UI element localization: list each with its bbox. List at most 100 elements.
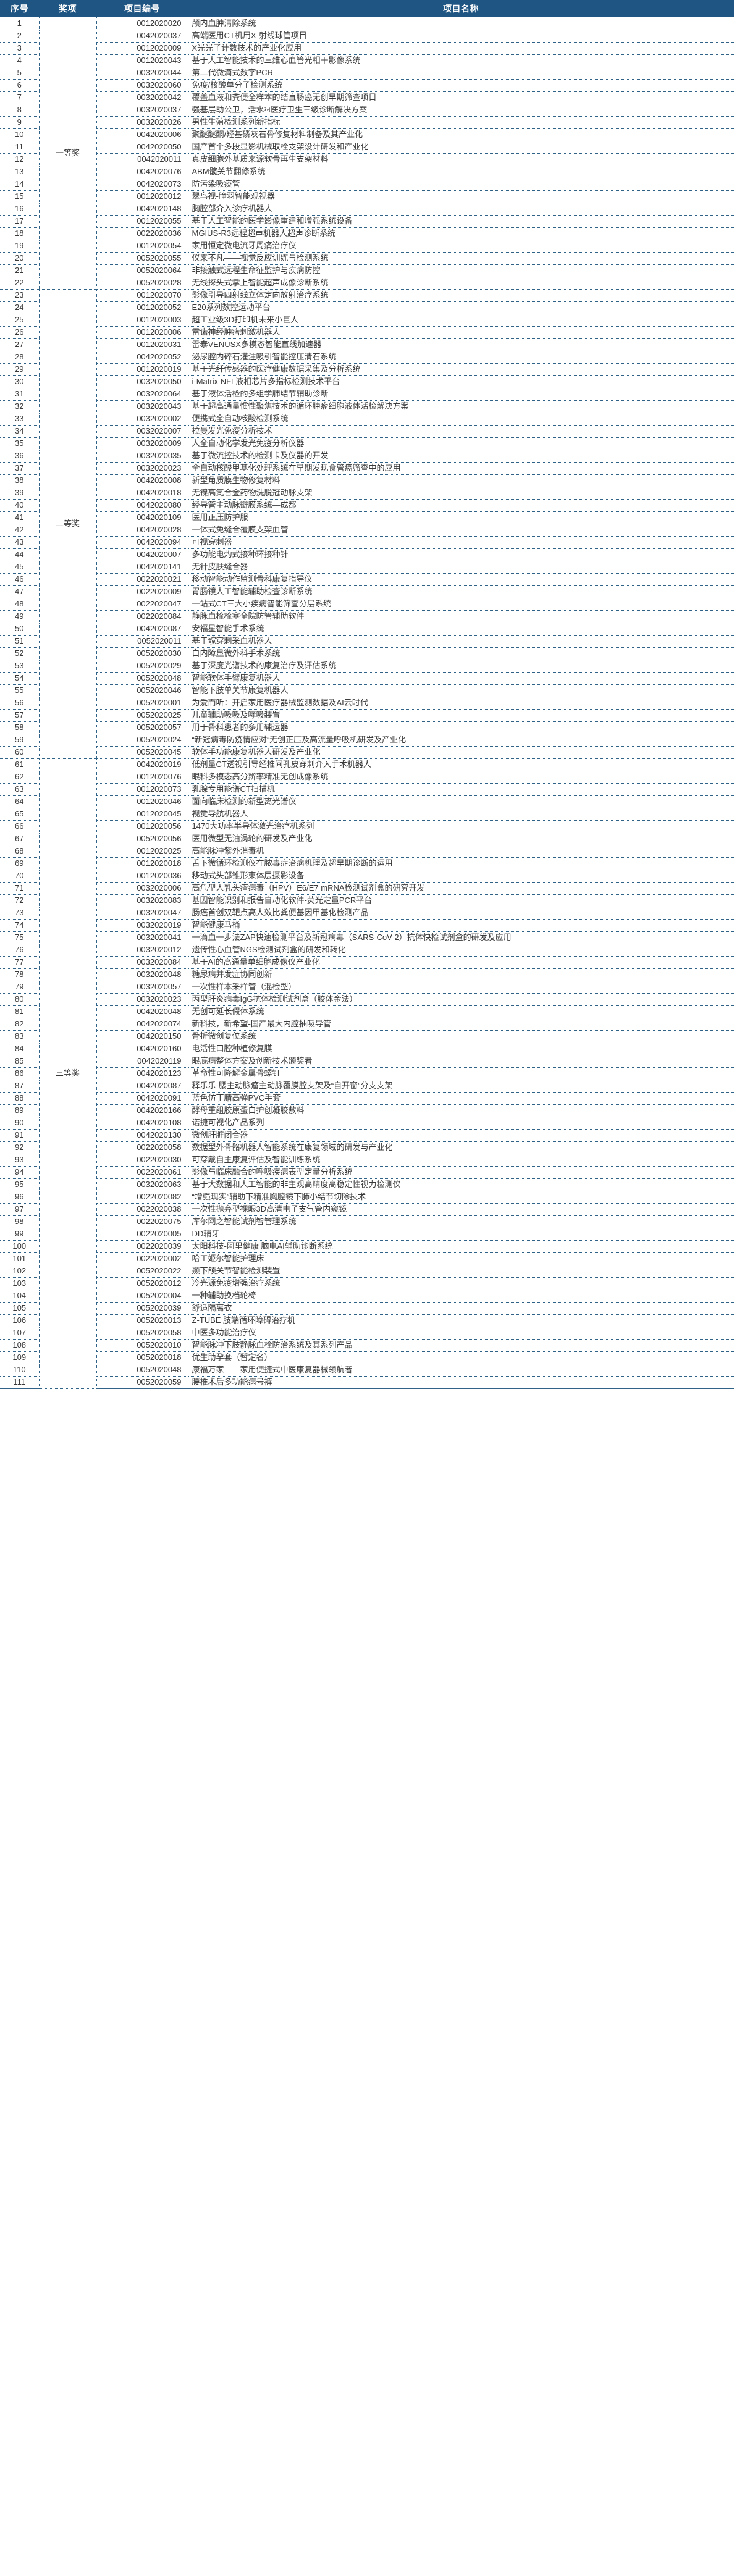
cell-project-code: 0042020050 [96,141,188,154]
cell-project-code: 0042020019 [96,758,188,771]
cell-project-code: 0052020030 [96,647,188,660]
table-row: 2 0042020037 高端医用CT机用X-射线球管项目 [0,30,734,43]
cell-project-code: 0022020075 [96,1215,188,1228]
table-row: 101 0022020002 哈工姬尔智能护理床 [0,1252,734,1265]
table-row: 4 0012020043 基于人工智能技术的三维心血管光相干影像系统 [0,54,734,67]
table-row: 33 0032020002 便携式全自动核酸检测系统 [0,413,734,426]
cell-sequence: 100 [0,1240,40,1253]
cell-sequence: 15 [0,190,40,203]
cell-sequence: 33 [0,413,40,426]
cell-project-name: 影像与临床融合的呼吸疾病表型定量分析系统 [188,1166,734,1179]
table-row: 98 0022020075 库尔网之智能试剂智管理系统 [0,1215,734,1228]
cell-project-name: 革命性可降解金属骨螺钉 [188,1067,734,1080]
cell-project-code: 0012020009 [96,42,188,55]
cell-project-name: 一次性样本采样管（混检型） [188,981,734,994]
table-row: 80 0032020023 丙型肝炎病毒IgG抗体检测试剂盒（胶体金法） [0,993,734,1006]
table-row: 105 0052020039 舒适隔离衣 [0,1302,734,1315]
table-row: 84 0042020160 电活性口腔种植修复膜 [0,1043,734,1055]
cell-project-name: 高危型人乳头瘤病毒（HPV）E6/E7 mRNA检测试剂盒的研究开发 [188,882,734,895]
cell-project-name: 家用恒定微电流牙周痛治疗仪 [188,240,734,253]
cell-project-code: 0042020087 [96,623,188,636]
cell-project-name: 基于液体活检的多组学肺结节辅助诊断 [188,388,734,401]
table-body: 1 一等奖 0012020020 颅内血肿清除系统 2 0042020037 高端医用CT机… [0,17,734,1389]
table-row: 26 0012020006 雷诺神经肿瘤刺激机器人 [0,326,734,339]
table-row: 94 0022020061 影像与临床融合的呼吸疾病表型定量分析系统 [0,1166,734,1179]
cell-sequence: 84 [0,1043,40,1055]
cell-project-name: 库尔网之智能试剂智管理系统 [188,1215,734,1228]
cell-project-name: 新型角质膜生物修复材料 [188,474,734,487]
cell-project-name: 电活性口腔种植修复膜 [188,1043,734,1055]
cell-sequence: 99 [0,1228,40,1241]
cell-project-code: 0042020073 [96,178,188,191]
cell-sequence: 93 [0,1154,40,1167]
cell-sequence: 4 [0,54,40,67]
cell-project-code: 0032020019 [96,919,188,932]
cell-project-name: 舌下微循环检测仪在脓毒症治病机理及超早期诊断的运用 [188,857,734,870]
cell-project-code: 0022020084 [96,610,188,623]
table-row: 100 0022020039 太阳科技-阿里健康 脑电AI辅助诊断系统 [0,1240,734,1253]
table-row: 60 0052020045 软体手功能康复机器人研发及产业化 [0,746,734,759]
table-row: 31 0032020064 基于液体活检的多组学肺结节辅助诊断 [0,388,734,401]
table-row: 64 0012020046 面向临床检测的新型离光谱仪 [0,795,734,808]
cell-project-name: 泌尿腔内碎石灌注吸引智能控压清石系统 [188,351,734,364]
cell-project-code: 0012020020 [96,17,188,30]
cell-project-code: 0042020048 [96,1005,188,1018]
cell-project-name: “新冠病毒防疫情应对”无创正压及高流量呼吸机研发及产业化 [188,734,734,747]
cell-sequence: 109 [0,1351,40,1364]
table-row: 108 0052020010 智能脉冲下肢静脉血栓防治系统及其系列产品 [0,1339,734,1352]
cell-sequence: 55 [0,684,40,697]
cell-project-code: 0042020091 [96,1092,188,1105]
cell-sequence: 63 [0,783,40,796]
cell-sequence: 72 [0,894,40,907]
cell-project-name: 超工业级3D打印机未来小巨人 [188,314,734,327]
table-row: 38 0042020008 新型角质膜生物修复材料 [0,474,734,487]
cell-sequence: 17 [0,215,40,228]
cell-sequence: 104 [0,1290,40,1303]
table-row: 1 一等奖 0012020020 颅内血肿清除系统 [0,17,734,290]
cell-project-code: 0042020074 [96,1018,188,1031]
cell-project-code: 0022020030 [96,1154,188,1167]
cell-project-name: 基于髋穿刺采血机器人 [188,635,734,648]
cell-project-name: 软体手功能康复机器人研发及产业化 [188,746,734,759]
cell-project-name: 基于深度光谱技术的康复治疗及评估系统 [188,660,734,673]
cell-project-code: 0042020087 [96,1080,188,1093]
cell-project-name: 非接触式远程生命征监护与疾病防控 [188,264,734,277]
cell-sequence: 76 [0,944,40,957]
table-row: 42 0042020028 一体式免缝合覆膜支架血管 [0,524,734,537]
table-row: 75 0032020041 一滴血一步法ZAP快速检测平台及新冠病毒（SARS-Co… [0,931,734,944]
cell-project-code: 0022020009 [96,585,188,598]
table-row: 53 0052020029 基于深度光谱技术的康复治疗及评估系统 [0,660,734,673]
table-row: 61 三等奖 0042020019 低剂量CT透视引导经椎间孔皮穿刺介入手术机器人 [0,758,734,1389]
table-row: 55 0052020046 智能下肢单关节康复机器人 [0,684,734,697]
table-row: 63 0012020073 乳腺专用能谱CT扫描机 [0,783,734,796]
table-row: 69 0012020018 舌下微循环检测仪在脓毒症治病机理及超早期诊断的运用 [0,857,734,870]
cell-sequence: 57 [0,709,40,722]
table-row: 15 0012020012 翠鸟视-瞳羽智能观视器 [0,190,734,203]
cell-project-code: 0042020108 [96,1117,188,1130]
table-row: 65 0012020045 视觉导航机器人 [0,808,734,821]
cell-sequence: 68 [0,845,40,858]
cell-project-name: 可穿戴自主康复评估及智能训练系统 [188,1154,734,1167]
table-row: 21 0052020064 非接触式远程生命征监护与疾病防控 [0,264,734,277]
cell-project-code: 0042020018 [96,487,188,500]
cell-sequence: 91 [0,1129,40,1142]
cell-project-code: 0052020055 [96,252,188,265]
cell-project-name: 数据型外骨骼机器人智能系统在康复领域的研发与产业化 [188,1141,734,1154]
cell-sequence: 58 [0,721,40,734]
cell-project-code: 0012020055 [96,215,188,228]
cell-project-name: 人全自动化学发光免疫分析仪器 [188,437,734,450]
cell-project-name: 防污染吸痰管 [188,178,734,191]
table-row: 79 0032020057 一次性样本采样管（混检型） [0,981,734,994]
cell-project-name: X光光子计数技术的产业化应用 [188,42,734,55]
cell-project-name: 覆盖血液和粪便全样本的结直肠癌无创早期筛查项目 [188,91,734,104]
cell-sequence: 12 [0,153,40,166]
cell-project-code: 0052020028 [96,277,188,290]
table-row: 59 0052020024 “新冠病毒防疫情应对”无创正压及高流量呼吸机研发及产业化 [0,734,734,747]
table-row: 77 0032020084 基于AI的高通量单细胞成像仪产业化 [0,956,734,969]
cell-project-name: 智能脉冲下肢静脉血栓防治系统及其系列产品 [188,1339,734,1352]
cell-project-code: 0042020130 [96,1129,188,1142]
cell-project-code: 0012020056 [96,820,188,833]
cell-project-name: 一体式免缝合覆膜支架血管 [188,524,734,537]
cell-sequence: 110 [0,1364,40,1377]
table-row: 58 0052020057 用于骨科患者的多用辅运器 [0,721,734,734]
